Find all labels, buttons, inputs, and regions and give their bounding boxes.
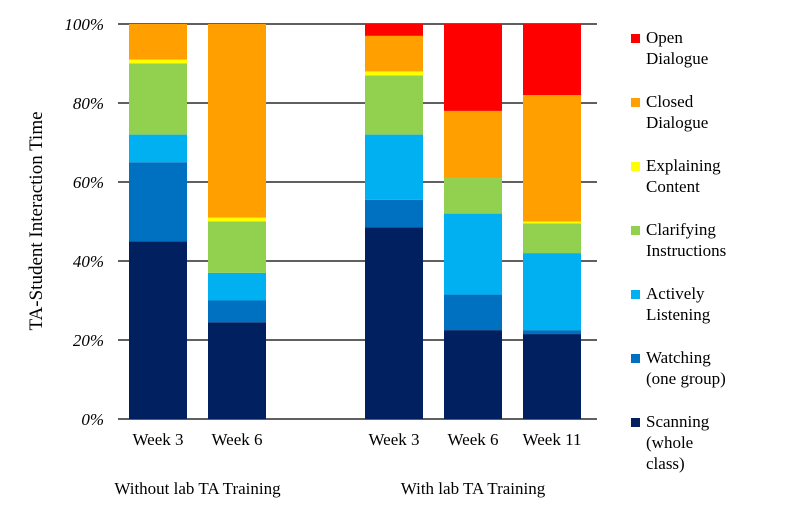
legend-label: Actively [646,284,705,303]
group-labels: Without lab TA Training With lab TA Train… [114,479,545,498]
bar-segment [523,95,581,222]
bar-segment [365,199,423,228]
category-label: Week 3 [132,430,183,449]
legend-label: Closed [646,92,694,111]
y-tick-label: 40% [73,252,104,271]
bar-segment [365,35,423,72]
group-label: With lab TA Training [401,479,546,498]
legend-label: Dialogue [646,49,708,68]
bar-segment [444,178,502,214]
bar-segment [444,24,502,111]
bar-segment [129,241,187,419]
legend-label: Open [646,28,683,47]
legend-label: Scanning [646,412,710,431]
bar-segment [365,227,423,419]
bar-segment [523,223,581,254]
category-label: Week 6 [211,430,262,449]
bar-segment [365,134,423,200]
category-label: Week 3 [368,430,419,449]
bar-segment [523,334,581,419]
bar-segment [129,24,187,60]
legend-label: Clarifying [646,220,716,239]
bars [129,24,581,419]
legend-swatch [631,290,640,299]
bar-segment [129,134,187,163]
bar-segment [444,110,502,179]
legend-label: Instructions [646,241,726,260]
bar-segment [365,24,423,36]
legend-label: Content [646,177,700,196]
bar-segment [444,213,502,295]
bar-segment [208,217,266,222]
bar-segment [365,75,423,135]
category-label: Week 6 [447,430,498,449]
group-label: Without lab TA Training [114,479,281,498]
legend-swatch [631,98,640,107]
y-tick-label: 100% [64,15,104,34]
legend-label: (whole [646,433,693,452]
bar-segment [444,294,502,331]
y-axis-title: TA-Student Interaction Time [26,111,47,330]
bar-segment [208,221,266,273]
bar-segment [523,253,581,331]
bar-segment [129,63,187,135]
legend-swatch [631,162,640,171]
category-labels: Week 3 Week 6 Week 3 Week 6 Week 11 [132,430,581,449]
bar-segment [444,330,502,419]
legend-label: Watching [646,348,711,367]
legend-swatch [631,226,640,235]
y-tick-label: 20% [73,331,104,350]
legend-swatch [631,34,640,43]
y-tick-label: 80% [73,94,104,113]
bar-segment [208,272,266,301]
legend-label: Listening [646,305,711,324]
legend-swatch [631,418,640,427]
bar-segment [208,300,266,323]
bar-segment [523,221,581,224]
bar-segment [208,322,266,419]
bar-segment [365,71,423,76]
y-tick-label: 60% [73,173,104,192]
bar-segment [523,330,581,335]
legend-swatch [631,354,640,363]
y-tick-label: 0% [81,410,104,429]
legend-label: Dialogue [646,113,708,132]
bar-segment [208,24,266,218]
bar-segment [129,59,187,64]
gridlines [118,23,597,420]
y-tick-labels: 0% 20% 40% 60% 80% 100% [64,15,104,429]
legend-label: Explaining [646,156,721,175]
legend-label: (one group) [646,369,726,388]
bar-segment [523,24,581,96]
bar-segment [129,162,187,242]
legend-label: class) [646,454,685,473]
legend: Open Dialogue Closed Dialogue Explaining Cont… [631,28,726,473]
category-label: Week 11 [523,430,582,449]
